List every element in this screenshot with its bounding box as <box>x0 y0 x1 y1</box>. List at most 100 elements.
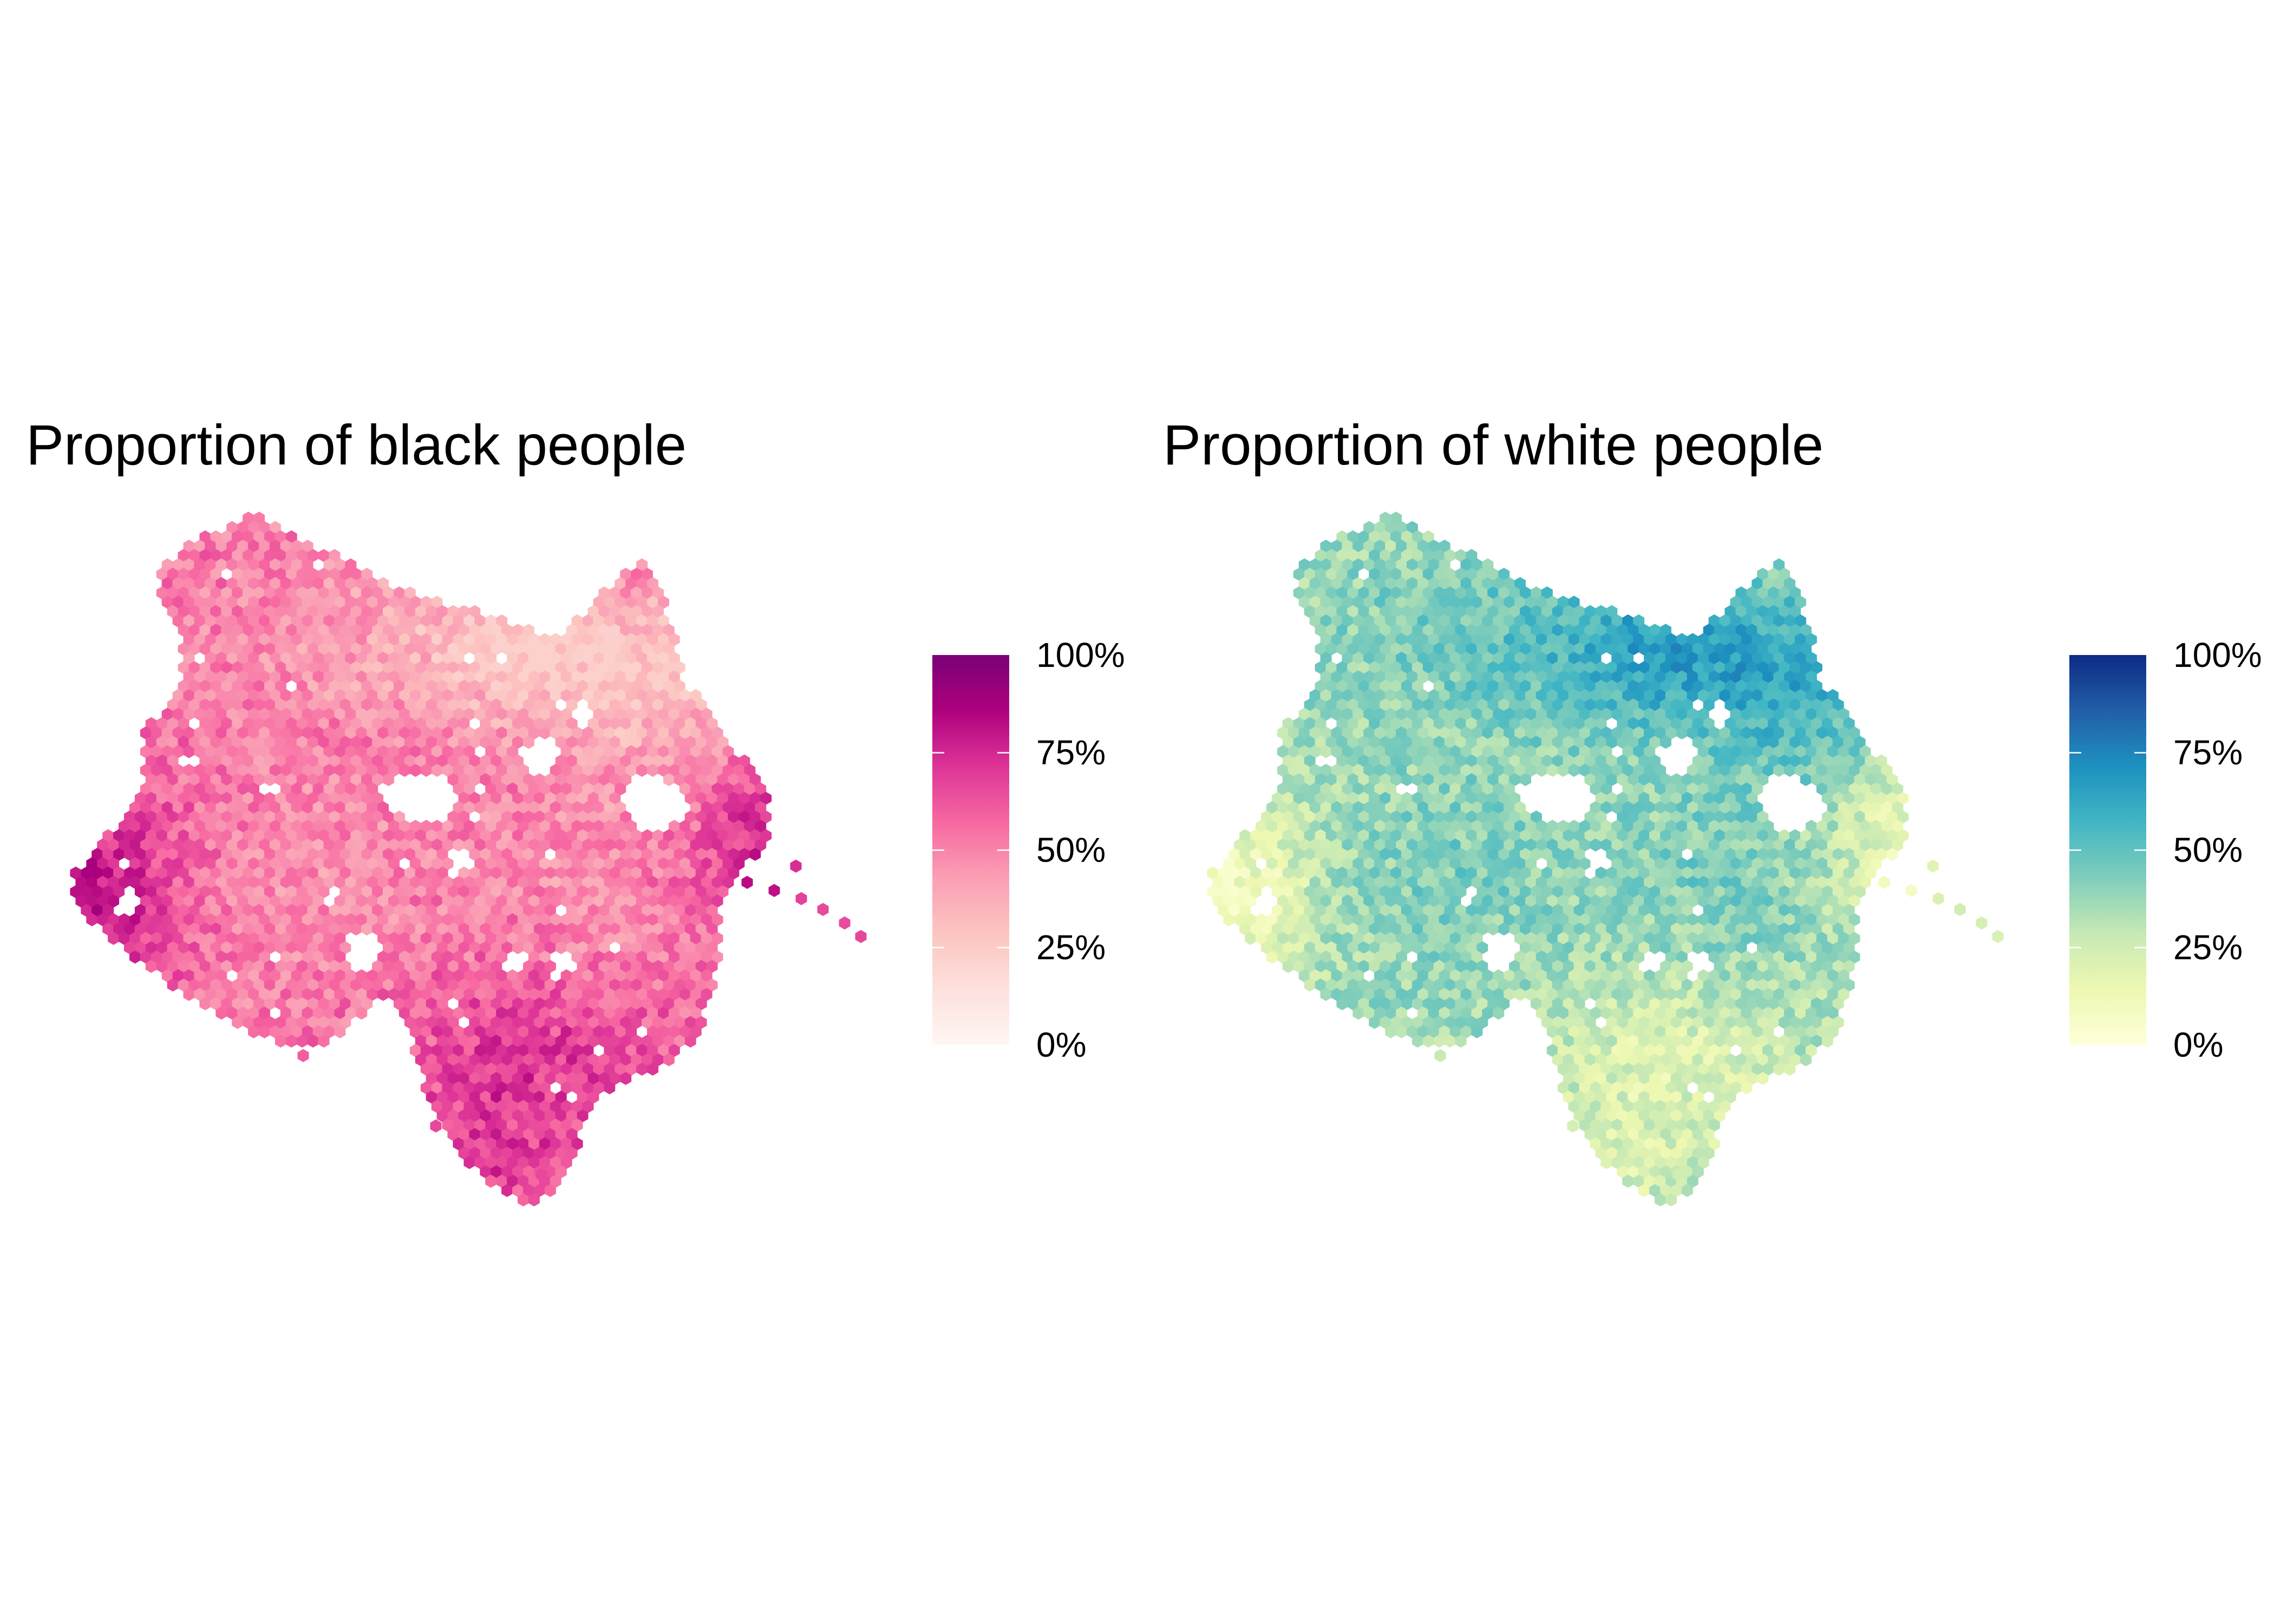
hex-cell <box>1762 595 1774 609</box>
hex-cell <box>1455 773 1467 787</box>
hex-cell <box>1638 624 1650 637</box>
hex-cell <box>1600 614 1612 628</box>
hex-cell <box>1401 885 1413 899</box>
hex-cell <box>620 903 632 917</box>
hex-cell <box>1218 866 1230 880</box>
hex-cell <box>151 820 162 833</box>
hex-cell <box>350 866 362 880</box>
hex-cell <box>350 679 362 693</box>
hex-cell <box>1293 717 1305 730</box>
hex-cell <box>1644 670 1656 684</box>
hex-cell <box>1380 549 1391 562</box>
hex-cell <box>205 801 217 815</box>
hex-cell <box>318 567 330 581</box>
hex-cell <box>1455 586 1467 600</box>
hex-cell <box>1660 829 1671 842</box>
hex-cell <box>615 857 626 870</box>
hex-cell <box>496 857 508 870</box>
hex-cell <box>598 885 610 899</box>
hex-cell <box>684 960 696 973</box>
hex-cell <box>205 726 217 740</box>
black-legend-tick <box>997 752 1009 754</box>
hex-cell <box>372 773 384 787</box>
hex-cell <box>1768 754 1780 768</box>
hex-cell <box>1401 736 1413 749</box>
hex-cell <box>722 838 734 852</box>
hex-cell <box>1779 736 1790 749</box>
hex-cell <box>523 1128 534 1141</box>
hex-cell <box>92 903 103 917</box>
hex-cell <box>167 773 179 787</box>
hex-cell <box>453 1081 465 1095</box>
hex-cell <box>119 913 130 927</box>
hex-cell <box>501 1016 513 1029</box>
hex-cell <box>625 950 637 964</box>
hex-cell <box>1649 754 1661 768</box>
hex-cell <box>1476 960 1488 973</box>
hex-cell <box>269 894 281 908</box>
hex-cell <box>604 913 616 927</box>
hex-cell <box>436 1016 448 1029</box>
hex-cell <box>1374 521 1386 534</box>
hex-cell <box>183 857 195 870</box>
hex-cell <box>458 1090 470 1104</box>
hex-cell <box>350 567 362 581</box>
hex-cell <box>1573 903 1585 917</box>
hex-cell <box>1493 913 1505 927</box>
hex-cell <box>415 698 427 712</box>
hex-cell <box>1735 885 1747 899</box>
hex-cell <box>1385 558 1396 572</box>
hex-cell <box>1358 848 1370 861</box>
hex-cell <box>291 689 303 703</box>
hex-cell <box>1309 782 1321 796</box>
hex-cell <box>1218 885 1230 899</box>
hex-cell <box>426 1053 437 1066</box>
hex-cell <box>453 1118 465 1132</box>
hex-cell <box>1557 708 1569 721</box>
hex-cell <box>1606 736 1618 749</box>
hex-cell <box>334 651 346 665</box>
hex-cell <box>1401 661 1413 675</box>
hex-cell <box>1385 521 1396 534</box>
hex-cell <box>1579 913 1591 927</box>
hex-cell <box>485 614 497 628</box>
hex-cell <box>463 801 475 815</box>
hex-cell <box>372 754 384 768</box>
hex-cell <box>215 932 227 945</box>
hex-cell <box>194 838 206 852</box>
hex-cell <box>582 1044 594 1057</box>
hex-cell <box>463 689 475 703</box>
hex-cell <box>1293 586 1305 600</box>
hex-cell <box>1466 941 1478 954</box>
hex-cell <box>1471 969 1483 983</box>
hex-cell <box>329 586 341 600</box>
hex-cell <box>275 661 286 675</box>
hex-cell <box>587 679 599 693</box>
hex-cell <box>609 624 621 637</box>
hex-cell <box>1352 875 1364 889</box>
hex-cell <box>528 1062 540 1076</box>
hex-cell <box>1838 857 1850 870</box>
hex-cell <box>1390 661 1402 675</box>
hex-cell <box>404 848 416 861</box>
hex-cell <box>226 857 238 870</box>
hex-cell <box>296 567 308 581</box>
hex-cell <box>620 1072 632 1085</box>
hex-cell <box>512 885 524 899</box>
hex-cell <box>453 708 465 721</box>
hex-cell <box>1805 670 1817 684</box>
hex-cell <box>701 913 713 927</box>
hex-cell <box>1347 605 1359 618</box>
hex-cell <box>1692 922 1704 936</box>
hex-cell <box>463 1137 475 1151</box>
hex-cell <box>1724 848 1736 861</box>
hex-cell <box>81 903 93 917</box>
hex-cell <box>1396 651 1407 665</box>
hex-cell <box>1681 960 1693 973</box>
hex-cell <box>631 1034 643 1048</box>
hex-cell <box>1412 642 1423 656</box>
hex-cell <box>269 969 281 983</box>
hex-cell <box>555 885 567 899</box>
hex-cell <box>1687 689 1698 703</box>
hex-cell <box>722 820 734 833</box>
